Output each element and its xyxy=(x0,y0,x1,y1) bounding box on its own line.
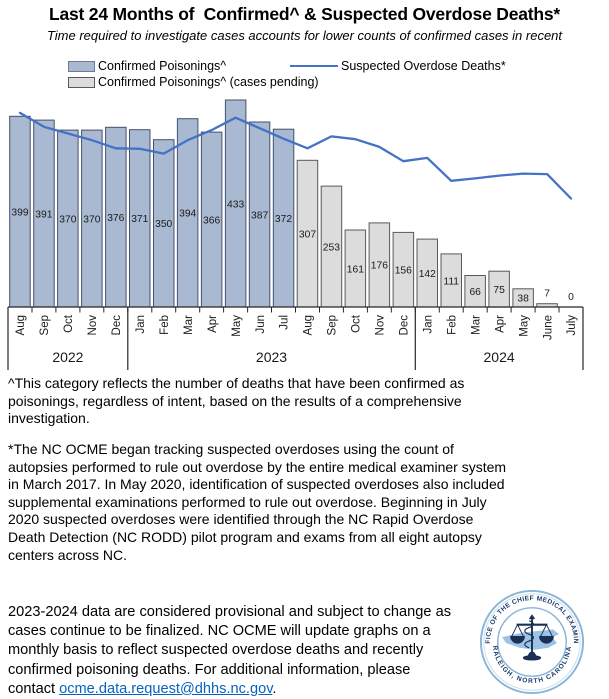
suspected-line xyxy=(18,111,573,200)
month-label: Jan xyxy=(135,315,147,334)
bar-value-label: 387 xyxy=(251,210,268,221)
month-label: June xyxy=(542,315,554,340)
bar-value-label: 111 xyxy=(443,276,459,287)
legend-item-suspected: Suspected Overdose Deaths* xyxy=(290,59,506,73)
month-label: Nov xyxy=(87,315,99,336)
month-label: Jul xyxy=(279,315,291,330)
contact-text-after: . xyxy=(272,680,277,697)
month-label: Apr xyxy=(207,315,219,333)
page-title: Last 24 Months of Confirmed^ & Suspected… xyxy=(48,4,561,24)
bar-value-label: 370 xyxy=(83,214,100,225)
footnote-confirmed-definition: ^This category reflects the number of de… xyxy=(8,375,465,427)
bar-value-label: 142 xyxy=(419,269,436,280)
overdose-chart: 399 391 370 370 376 371 350 394 366 433 387 372 307 2… xyxy=(0,95,609,375)
seal-inner-edge xyxy=(483,593,581,691)
year-label: 2024 xyxy=(484,349,515,365)
bar-value-label: 399 xyxy=(11,207,28,218)
bar-value-label: 0 xyxy=(568,292,574,303)
month-label: Oct xyxy=(351,314,363,333)
bar-value-label: 156 xyxy=(395,266,412,277)
bar-value-label: 376 xyxy=(107,213,124,224)
month-label: Feb xyxy=(446,315,458,335)
bar-value-label: 350 xyxy=(155,219,172,230)
month-label: Jun xyxy=(255,315,267,334)
provisional-data-paragraph: 2023-2024 data are considered provisiona… xyxy=(8,603,453,699)
bar-value-label: 7 xyxy=(544,289,550,300)
legend-label-pending: Confirmed Poisonings^ (cases pending) xyxy=(98,75,319,89)
year-label: 2022 xyxy=(52,349,83,365)
month-label: Mar xyxy=(183,315,195,335)
month-label: Dec xyxy=(111,315,123,336)
bar-value-label: 372 xyxy=(275,214,292,225)
bar-value-label: 307 xyxy=(299,229,316,240)
legend-label-confirmed: Confirmed Poisonings^ xyxy=(98,59,227,73)
month-label: May xyxy=(518,315,530,337)
month-label: Oct xyxy=(63,314,75,333)
page-subtitle: Time required to investigate cases accou… xyxy=(46,28,563,43)
bar-value-label: 75 xyxy=(493,285,505,296)
bar-value-label: 66 xyxy=(469,287,481,298)
month-label: July xyxy=(566,315,578,336)
month-label: Sep xyxy=(39,315,51,335)
bar-value-label: 370 xyxy=(59,214,76,225)
pending-swatch-icon xyxy=(68,76,95,88)
month-label: Sep xyxy=(327,315,339,335)
bar-value-label: 391 xyxy=(35,209,52,220)
ocme-seal: OFFICE OF THE CHIEF MEDICAL EXAMINER RAL… xyxy=(476,584,585,695)
bar-value-label: 433 xyxy=(227,199,244,210)
bar-value-label: 38 xyxy=(517,294,529,305)
legend-label-suspected: Suspected Overdose Deaths* xyxy=(341,59,506,73)
month-label: May xyxy=(231,315,243,337)
month-label: Aug xyxy=(303,315,315,335)
month-label: Dec xyxy=(399,315,411,336)
month-label: Jan xyxy=(423,315,435,334)
year-label: 2023 xyxy=(256,349,287,365)
month-label: Mar xyxy=(470,315,482,335)
bar-value-label: 366 xyxy=(203,215,220,226)
suspected-line-swatch-icon xyxy=(290,65,338,67)
bar-value-label: 253 xyxy=(323,242,340,253)
month-label: Apr xyxy=(494,315,506,333)
confirmed-swatch-icon xyxy=(68,60,95,72)
bar-value-label: 394 xyxy=(179,209,196,220)
bar-value-label: 176 xyxy=(371,261,388,272)
bar-value-label: 161 xyxy=(347,264,364,275)
legend-item-confirmed: Confirmed Poisonings^ xyxy=(68,59,226,73)
bar-value-label: 371 xyxy=(131,214,148,225)
contact-text-before: 2023-2024 data are considered provisiona… xyxy=(8,604,451,697)
ocme-seal-graphic: OFFICE OF THE CHIEF MEDICAL EXAMINER RAL… xyxy=(476,584,585,695)
scales-of-justice-icon xyxy=(510,614,554,661)
nc-state-shape xyxy=(502,629,559,650)
month-label: Nov xyxy=(375,315,387,336)
footnote-suspected-definition: *The NC OCME began tracking suspected ov… xyxy=(8,441,507,563)
month-label: Feb xyxy=(159,315,171,335)
month-label: Aug xyxy=(15,315,27,335)
contact-email-link[interactable]: ocme.data.request@dhhs.nc.gov xyxy=(59,680,273,697)
legend-item-pending: Confirmed Poisonings^ (cases pending) xyxy=(68,75,319,89)
